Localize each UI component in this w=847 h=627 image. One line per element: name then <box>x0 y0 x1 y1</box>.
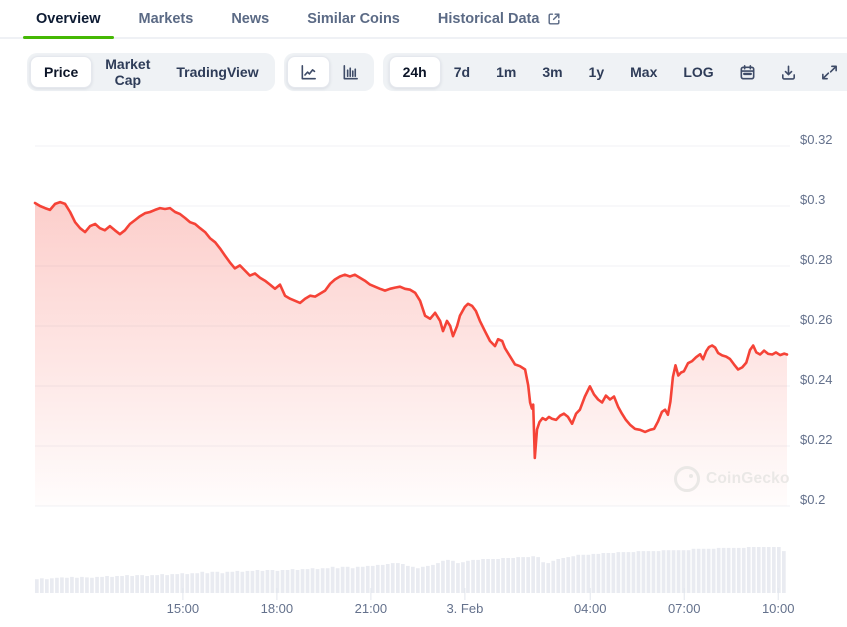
tab-similar-coins[interactable]: Similar Coins <box>294 0 413 37</box>
calendar-icon <box>738 63 757 82</box>
metric-price-button[interactable]: Price <box>30 56 93 88</box>
svg-text:10:00: 10:00 <box>762 601 795 616</box>
svg-text:$0.24: $0.24 <box>800 372 833 387</box>
tab-historical-data-label: Historical Data <box>437 10 540 27</box>
svg-text:$0.32: $0.32 <box>800 132 833 147</box>
price-area <box>35 202 787 506</box>
coingecko-watermark: CoinGecko <box>674 466 790 492</box>
x-axis-labels: 15:00 18:00 21:00 3. Feb 04:00 07:00 10:00 <box>167 601 795 616</box>
date-range-picker-button[interactable] <box>727 56 768 88</box>
svg-text:$0.3: $0.3 <box>800 192 825 207</box>
metric-toggle-group: Price Market Cap TradingView <box>27 53 275 91</box>
tab-markets[interactable]: Markets <box>126 0 207 37</box>
line-chart-icon <box>299 63 318 82</box>
coingecko-logo-icon <box>674 466 700 492</box>
candlestick-chart-type-button[interactable] <box>330 56 371 88</box>
svg-text:15:00: 15:00 <box>167 601 200 616</box>
tab-similar-coins-label: Similar Coins <box>307 10 400 27</box>
svg-text:$0.28: $0.28 <box>800 252 833 267</box>
metric-tradingview-button[interactable]: TradingView <box>163 56 271 88</box>
range-max-button[interactable]: Max <box>617 56 670 88</box>
svg-text:04:00: 04:00 <box>574 601 607 616</box>
coin-tab-bar: Overview Markets News Similar Coins Hist… <box>0 0 847 39</box>
range-1y-button[interactable]: 1y <box>576 56 618 88</box>
tab-news-label: News <box>231 10 270 27</box>
volume-bars <box>35 547 786 593</box>
watermark-label: CoinGecko <box>706 470 790 487</box>
range-1m-button[interactable]: 1m <box>483 56 529 88</box>
tab-historical-data[interactable]: Historical Data <box>425 0 576 37</box>
download-icon <box>779 63 798 82</box>
svg-text:$0.2: $0.2 <box>800 492 825 507</box>
external-link-icon <box>546 11 562 27</box>
tab-overview-label: Overview <box>36 10 101 27</box>
y-axis-labels: $0.32 $0.3 $0.28 $0.26 $0.24 $0.22 $0.2 <box>800 132 833 507</box>
chart-toolbar: Price Market Cap TradingView 24h 7d 1m 3… <box>27 53 847 91</box>
svg-text:3. Feb: 3. Feb <box>446 601 483 616</box>
range-24h-button[interactable]: 24h <box>388 56 441 88</box>
metric-market-cap-button[interactable]: Market Cap <box>92 56 163 88</box>
tab-news[interactable]: News <box>218 0 282 37</box>
range-7d-button[interactable]: 7d <box>441 56 483 88</box>
x-axis-ticks <box>182 588 779 600</box>
candlestick-chart-icon <box>341 63 360 82</box>
tab-markets-label: Markets <box>138 10 194 27</box>
svg-text:18:00: 18:00 <box>261 601 294 616</box>
price-line <box>33 200 789 460</box>
svg-text:21:00: 21:00 <box>355 601 388 616</box>
chart-type-group <box>283 53 374 91</box>
svg-text:$0.22: $0.22 <box>800 432 833 447</box>
fullscreen-icon <box>820 63 839 82</box>
range-3m-button[interactable]: 3m <box>529 56 575 88</box>
svg-text:$0.26: $0.26 <box>800 312 833 327</box>
tab-overview[interactable]: Overview <box>23 0 114 39</box>
download-chart-button[interactable] <box>768 56 809 88</box>
line-chart-type-button[interactable] <box>286 56 330 88</box>
time-range-group: 24h 7d 1m 3m 1y Max LOG <box>382 53 847 91</box>
svg-text:07:00: 07:00 <box>668 601 701 616</box>
fullscreen-button[interactable] <box>809 56 847 88</box>
log-scale-button[interactable]: LOG <box>670 56 726 88</box>
